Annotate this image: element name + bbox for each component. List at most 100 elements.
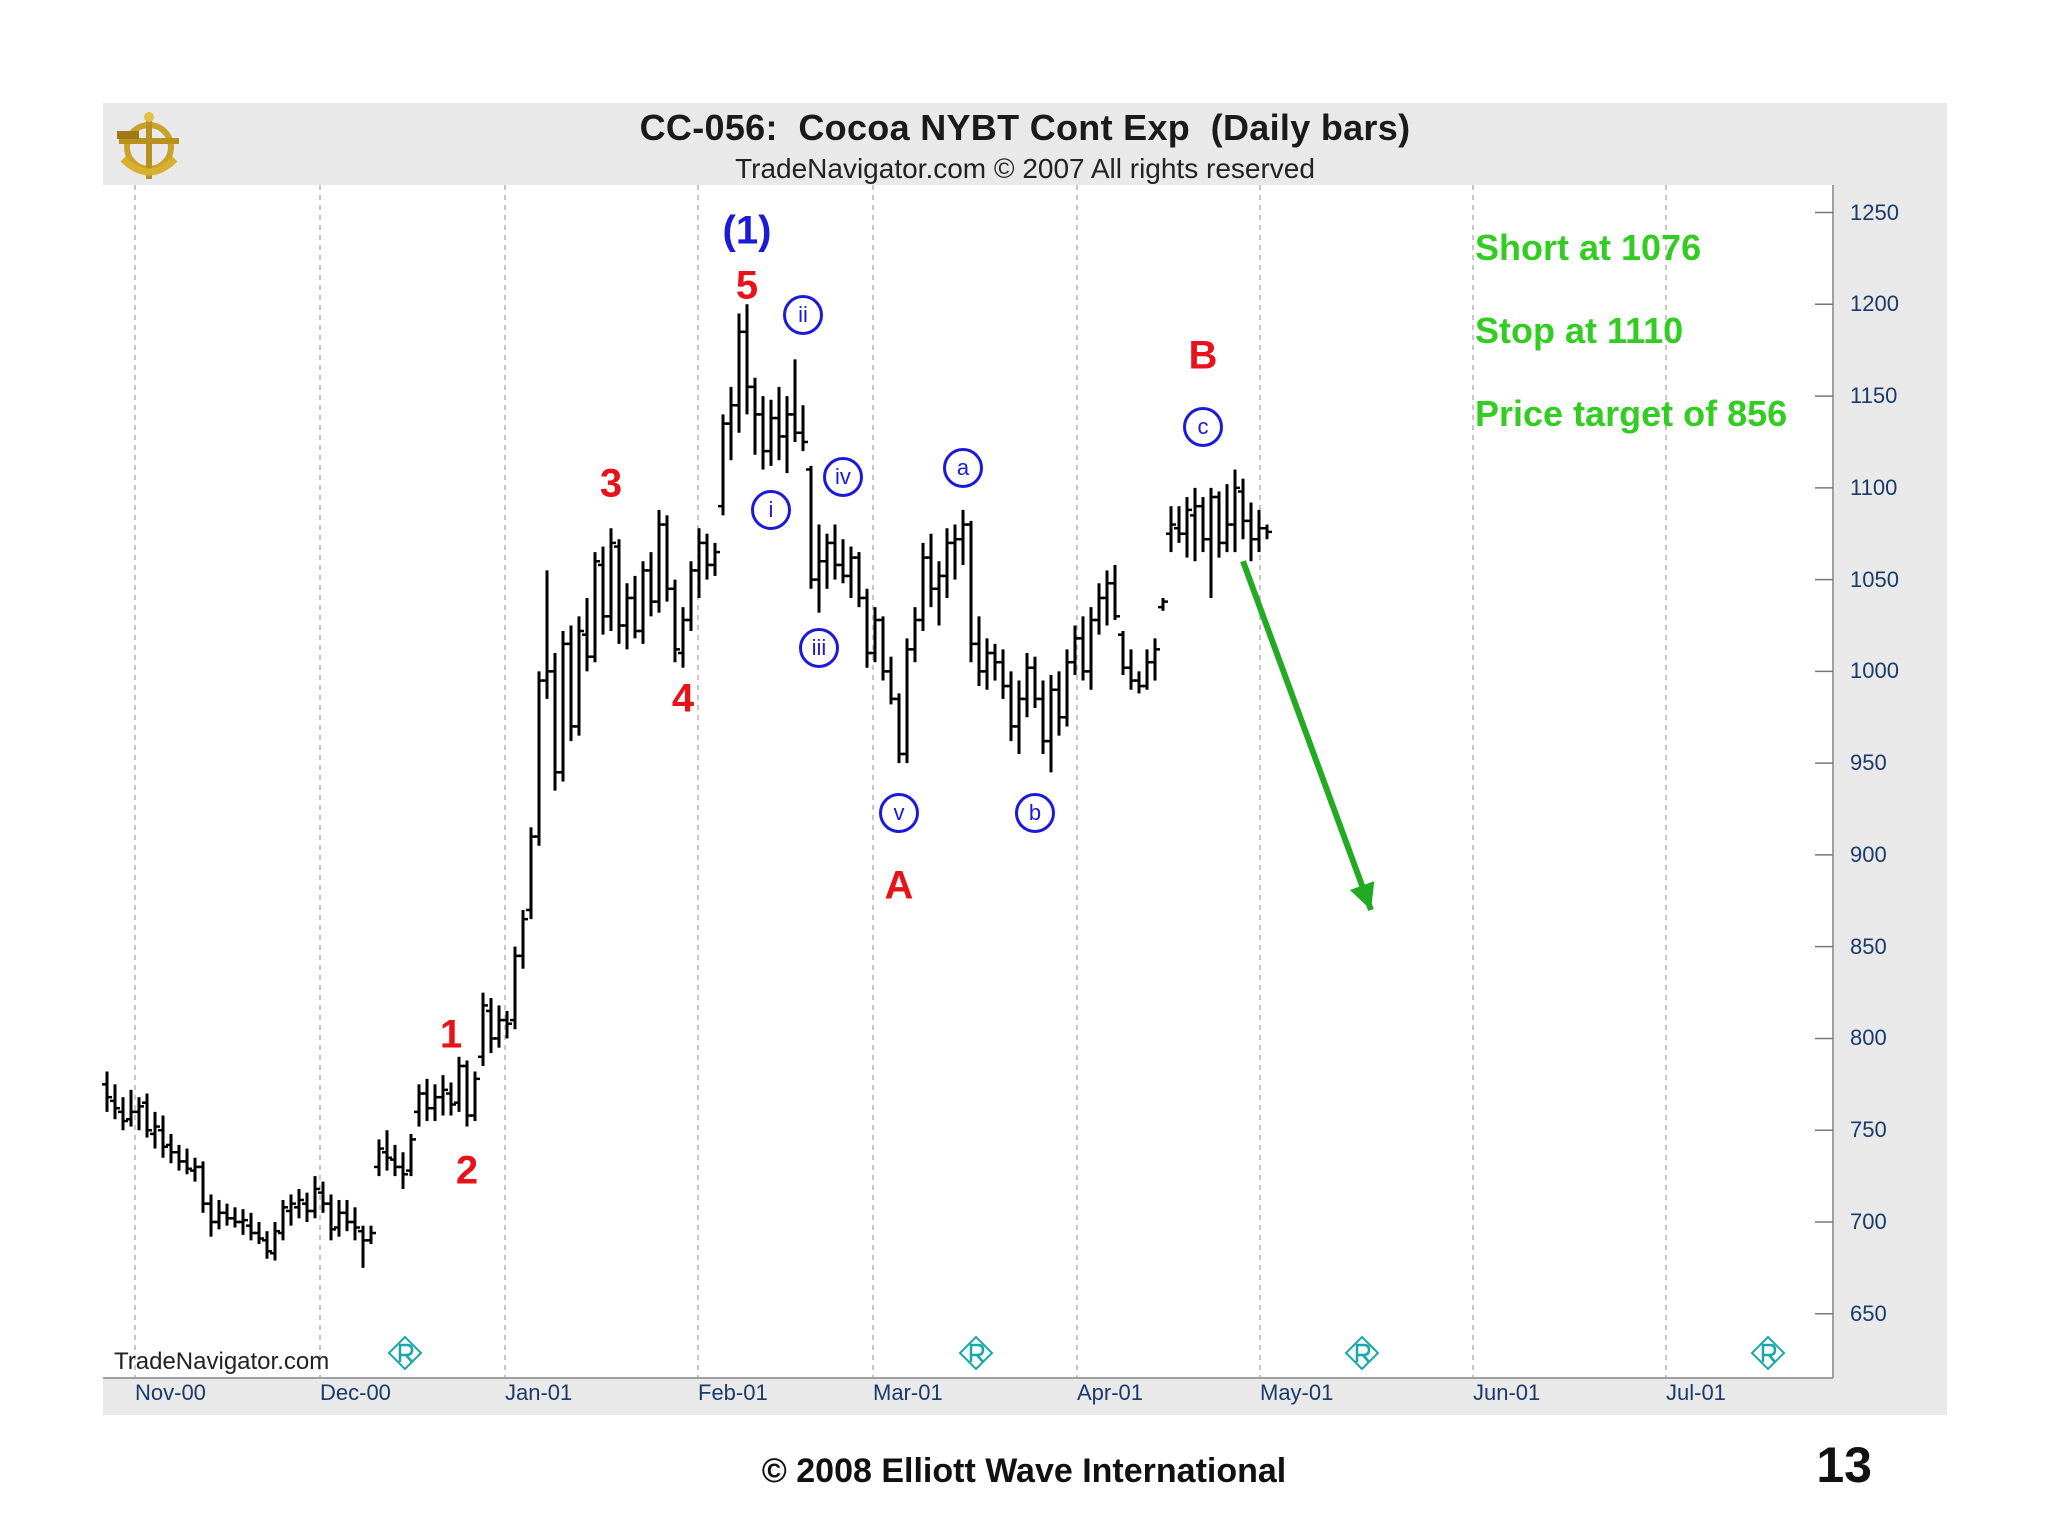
ohlc-bar (1158, 597, 1168, 611)
ohlc-bar (262, 1231, 272, 1259)
ohlc-bar (134, 1097, 144, 1131)
ohlc-bar (278, 1199, 288, 1241)
wave-label-5-red: 5 (735, 263, 759, 308)
chart-subtitle: TradeNavigator.com © 2007 All rights res… (735, 153, 1315, 184)
logo-icon (109, 107, 189, 187)
y-tick-label: 1000 (1850, 658, 1899, 684)
wave-label-A-red: A (884, 863, 914, 908)
rollover-letter (1761, 1343, 1777, 1363)
ohlc-bar (438, 1075, 448, 1116)
ohlc-bar (406, 1133, 416, 1177)
ohlc-bar (606, 528, 616, 631)
wave-label-a-circle: a (943, 447, 983, 488)
y-tick-label: 800 (1850, 1025, 1887, 1051)
ohlc-bar (1110, 564, 1120, 620)
ohlc-bar (150, 1111, 160, 1149)
price-target-note: Price target of 856 (1475, 393, 1788, 434)
y-tick-label: 700 (1850, 1208, 1887, 1234)
plot-area (103, 185, 1833, 1378)
x-tick-label: Mar-01 (873, 1380, 943, 1405)
ohlc-bar (670, 579, 680, 663)
wave-label-b-circle: b (1015, 792, 1055, 833)
x-tick-label: Jun-01 (1473, 1380, 1541, 1405)
ohlc-bar (1150, 638, 1160, 681)
ohlc-bar (590, 552, 600, 663)
wave-label-iv-circle: iv (823, 456, 863, 497)
wave-label-4-red: 4 (671, 676, 695, 721)
wave-label-iii-circle: iii (799, 627, 839, 668)
ohlc-bar (158, 1115, 168, 1158)
ohlc-bar (182, 1148, 192, 1175)
ohlc-bar (310, 1176, 320, 1219)
ohlc-bar (366, 1225, 376, 1245)
ohlc-bar (238, 1209, 248, 1235)
x-tick-label: Jul-01 (1666, 1380, 1726, 1405)
rollover-marker-icon (1750, 1335, 1786, 1371)
x-tick-label: Dec-00 (320, 1380, 391, 1405)
ohlc-bar (374, 1139, 384, 1177)
x-tick-label: Feb-01 (698, 1380, 768, 1405)
ohlc-bar (518, 909, 528, 969)
x-tick-label: Apr-01 (1077, 1380, 1144, 1405)
y-tick-label: 1250 (1850, 199, 1899, 225)
y-tick-label: 750 (1850, 1117, 1887, 1143)
ohlc-bar (102, 1071, 112, 1112)
rollover-diamond (387, 1335, 423, 1371)
y-tick-label: 1100 (1850, 474, 1898, 500)
ohlc-bar (270, 1221, 280, 1261)
rollover-letter (969, 1343, 985, 1363)
ohlc-bar (350, 1207, 360, 1241)
ohlc-bar (1262, 524, 1272, 540)
ohlc-bar (478, 992, 488, 1066)
ohlc-bar (286, 1194, 296, 1226)
x-tick-label: Nov-00 (135, 1380, 206, 1405)
wave-label-3-red: 3 (599, 461, 623, 506)
rollover-marker-icon (1344, 1335, 1380, 1371)
chart-title: CC-056: Cocoa NYBT Cont Exp (Daily bars) (639, 107, 1411, 148)
ohlc-bar (574, 616, 584, 736)
ohlc-bar (118, 1097, 128, 1131)
ohlc-bar (502, 1010, 512, 1039)
rollover-diamond (1750, 1335, 1786, 1371)
ohlc-bar (382, 1130, 392, 1171)
rollover-diamond (1344, 1335, 1380, 1371)
wave-label-v-circle: v (879, 792, 919, 833)
y-tick-label: 1200 (1850, 291, 1899, 317)
wave-label-2-red: 2 (455, 1148, 479, 1193)
wave-label-i-circle: i (751, 489, 791, 530)
ohlc-bar (254, 1221, 264, 1245)
wave-label-B-red: B (1188, 333, 1218, 378)
wave-label-c-circle: c (1183, 407, 1223, 448)
x-tick-label: May-01 (1260, 1380, 1334, 1405)
y-tick-label: 850 (1850, 933, 1887, 959)
rollover-marker-icon (958, 1335, 994, 1371)
chart-watermark: TradeNavigator.com (114, 1348, 330, 1375)
price-target-arrow (1240, 560, 1374, 912)
y-tick-label: 1150 (1850, 383, 1898, 409)
y-tick-label: 950 (1850, 750, 1887, 776)
y-tick-label: 650 (1850, 1300, 1887, 1326)
price-target-arrowhead (1349, 881, 1375, 910)
short-entry-note: Short at 1076 (1475, 227, 1702, 268)
ohlc-bar (1182, 497, 1192, 558)
x-tick-label: Jan-01 (505, 1380, 573, 1405)
ohlc-bar (470, 1071, 480, 1122)
ohlc-bar (446, 1082, 456, 1116)
ohlc-bar (326, 1194, 336, 1241)
stop-note: Stop at 1110 (1475, 310, 1684, 351)
ohlc-bar (110, 1084, 120, 1120)
ohlc-bar (142, 1093, 152, 1138)
wave-label-1-red: 1 (439, 1012, 463, 1057)
y-tick-label: 900 (1850, 841, 1887, 867)
ohlc-bar (1166, 506, 1176, 553)
footer-copyright: © 2008 Elliott Wave International (761, 1452, 1287, 1490)
ohlc-bar (294, 1188, 304, 1219)
rollover-diamond (958, 1335, 994, 1371)
ohlc-bar (398, 1152, 408, 1189)
wave-label-1-blue: (1) (722, 208, 772, 253)
ohlc-bar (798, 405, 808, 452)
ohlc-bar (710, 542, 720, 576)
rollover-letter (1355, 1343, 1371, 1363)
ohlc-bar (1230, 469, 1240, 553)
